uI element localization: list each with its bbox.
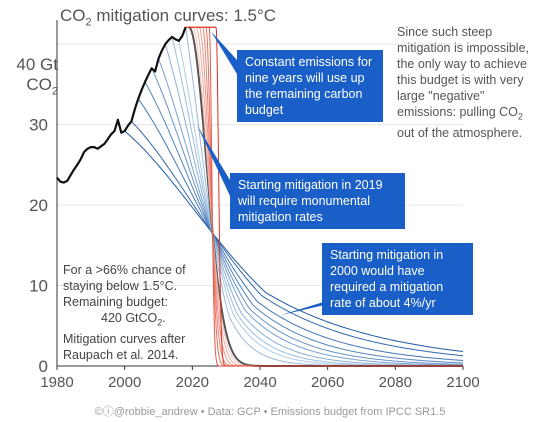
mitigation-curves	[124, 27, 464, 367]
y-axis-unit: 40 Gt CO2	[16, 55, 58, 98]
x-tick-2100: 2100	[446, 374, 479, 391]
x-tick-2080: 2080	[379, 374, 412, 391]
y-tick-30: 30	[29, 116, 48, 135]
chart-title: CO2 mitigation curves: 1.5°C	[60, 6, 277, 29]
x-tick-2040: 2040	[243, 374, 276, 391]
mitigation-curve-2008	[151, 68, 463, 365]
callout-start-2000: Starting mitigation in 2000 would have r…	[322, 243, 473, 315]
x-tick-1980: 1980	[40, 374, 73, 391]
y-tick-0: 0	[39, 357, 48, 376]
historical-series	[56, 26, 187, 184]
callout-constant-emissions: Constant emissions for nine years will u…	[237, 50, 383, 122]
footer-credits: ©ⓘ@robbie_andrew • Data: GCP • Emissions…	[94, 406, 446, 418]
x-tick-2000: 2000	[108, 374, 141, 391]
mitigation-curve-2004	[137, 98, 464, 361]
callout-start-2019: Starting mitigation in 2019 will require…	[230, 173, 405, 229]
historical-emissions-line	[56, 26, 187, 184]
pointer-2000	[280, 300, 346, 316]
mitigation-curve-2002	[131, 121, 464, 357]
budget-note: For a >66% chance of staying below 1.5°C…	[63, 263, 186, 362]
callout-pointers	[196, 31, 346, 316]
pointer-constant	[210, 31, 237, 75]
x-tick-2020: 2020	[176, 374, 209, 391]
mitigation-curve-2000	[124, 130, 464, 352]
negative-emissions-note: Since such steep mitigation is impossibl…	[397, 25, 529, 140]
mitigation-curve-2027	[215, 27, 463, 367]
pointer-2019	[196, 124, 230, 196]
y-tick-10: 10	[29, 277, 48, 296]
y-tick-20: 20	[29, 196, 48, 215]
mitigation-curve-2010	[158, 58, 463, 366]
mitigation-curve-2006	[144, 81, 464, 364]
x-tick-2060: 2060	[311, 374, 344, 391]
tick-labels: 1980 2000 2020 2040 2060 2080 2100 0 10 20 30	[29, 116, 480, 391]
